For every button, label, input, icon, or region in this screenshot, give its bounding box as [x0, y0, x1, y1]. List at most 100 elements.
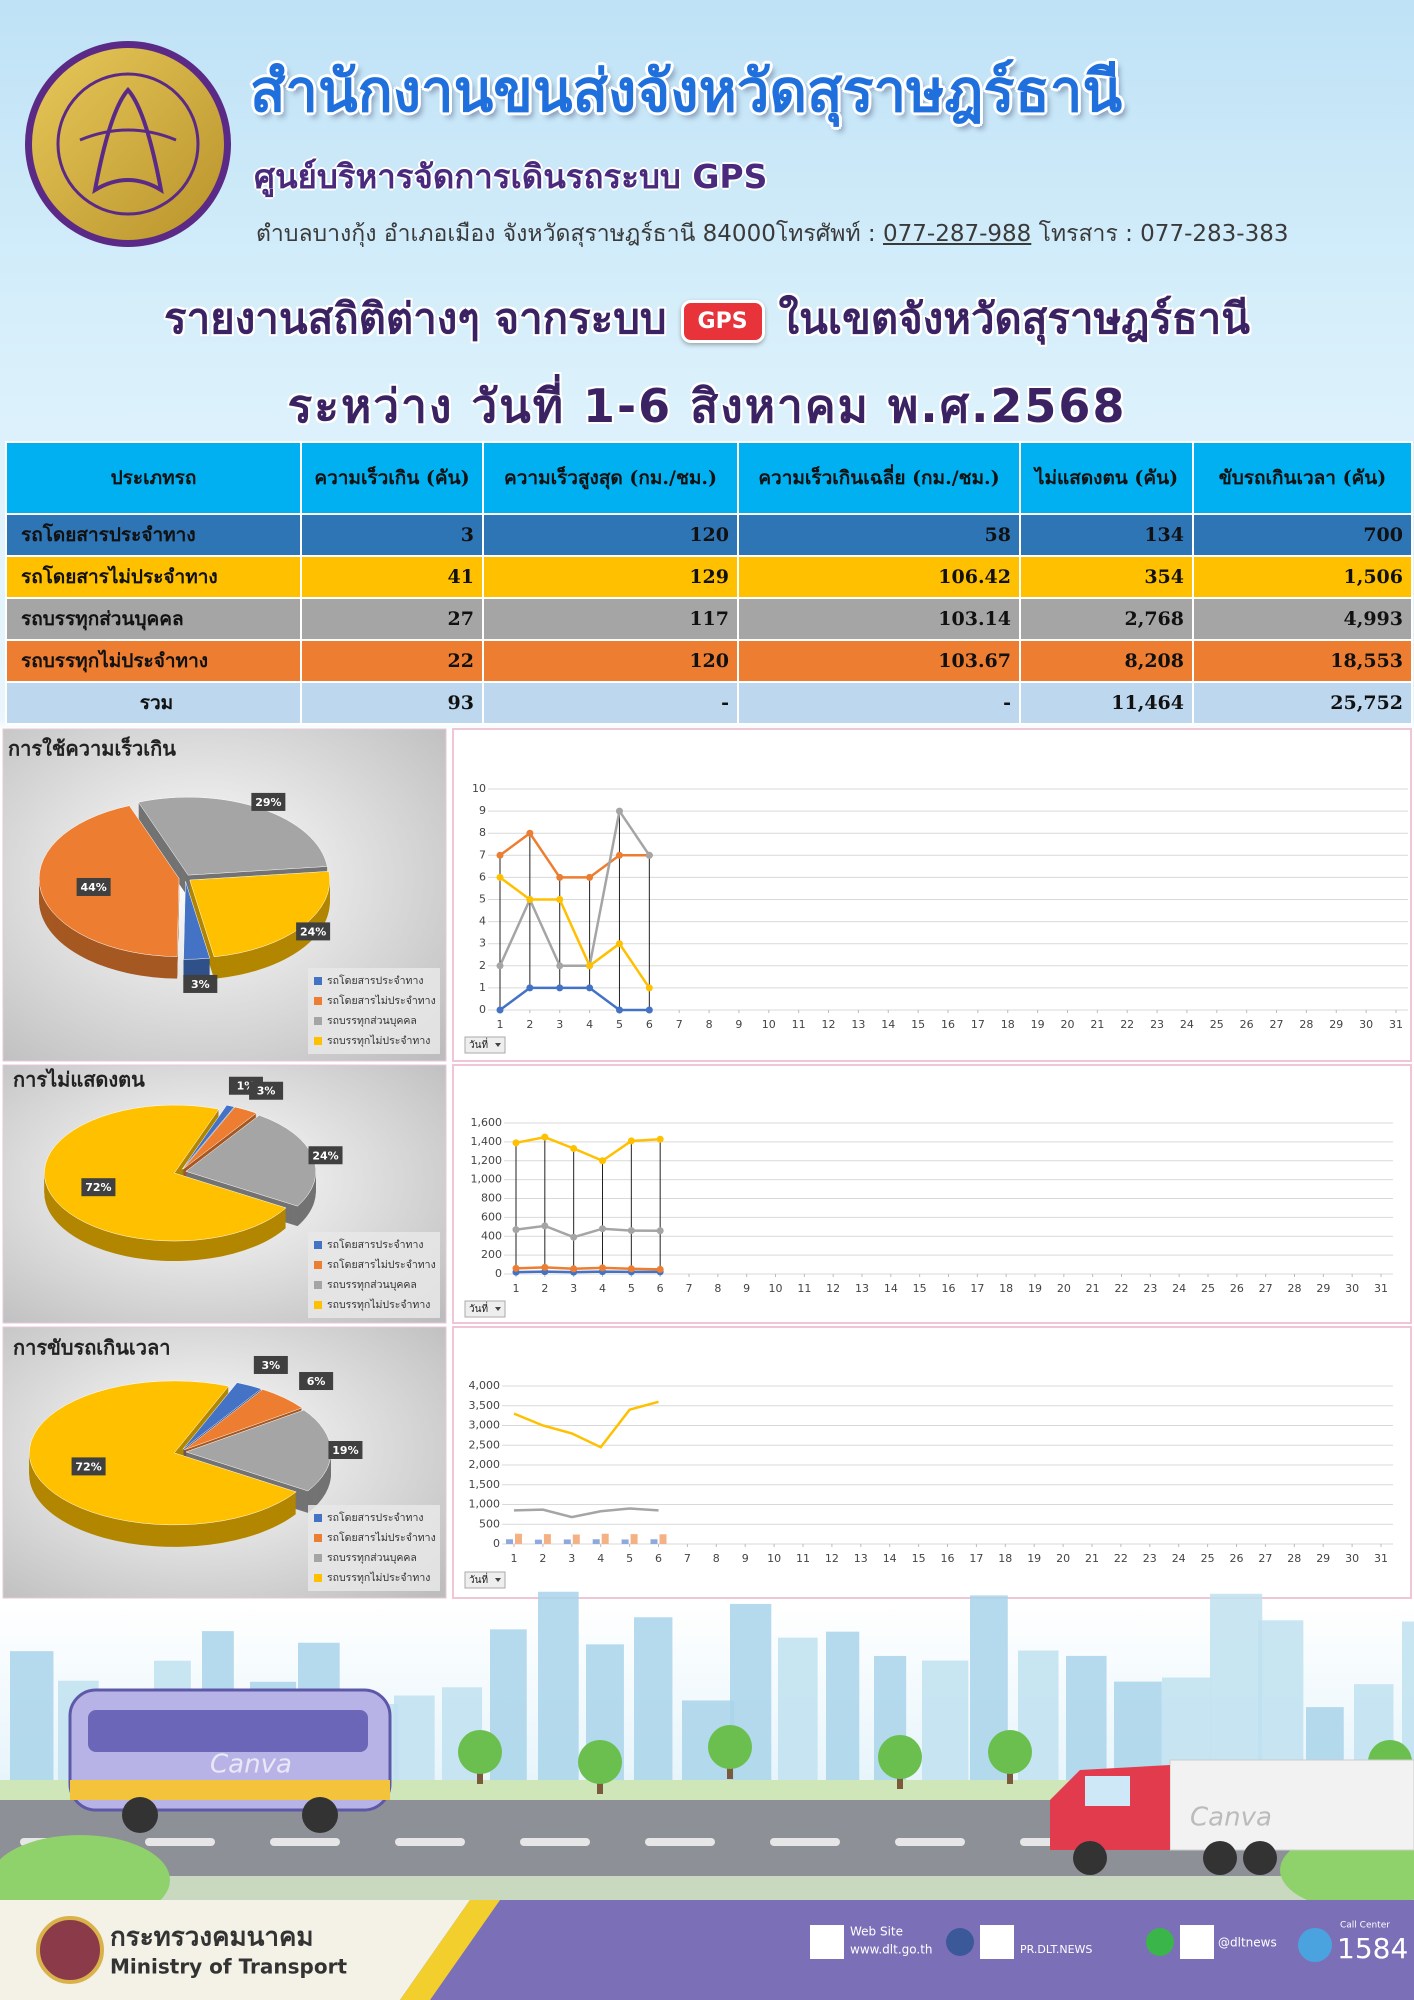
x-tick-label: 17: [970, 1282, 984, 1295]
x-tick-label: 31: [1374, 1282, 1388, 1295]
legend-swatch: [314, 1241, 322, 1249]
lane-dash: [145, 1838, 215, 1846]
legend-swatch: [314, 1534, 322, 1542]
legend-swatch: [314, 1037, 322, 1045]
table-cell: รวม: [5, 681, 302, 725]
x-tick-label: 6: [655, 1552, 662, 1565]
y-tick-label: 600: [481, 1210, 502, 1223]
table-cell: 4,993: [1192, 597, 1413, 641]
point: [586, 962, 594, 970]
lane-dash: [645, 1838, 715, 1846]
facebook-page[interactable]: PR.DLT.NEWS: [1020, 1943, 1092, 1956]
data-label: 24%: [300, 925, 326, 938]
x-tick-label: 5: [626, 1552, 633, 1565]
x-tick-label: 13: [854, 1552, 868, 1565]
x-tick-label: 8: [714, 1282, 721, 1295]
y-tick-label: 400: [481, 1229, 502, 1242]
label-box: [249, 1081, 284, 1100]
x-tick-label: 7: [684, 1552, 691, 1565]
point: [615, 851, 623, 859]
point: [599, 1225, 606, 1233]
filter-label[interactable]: วันที่: [469, 1572, 488, 1586]
logo-wings: [79, 128, 177, 142]
web-url[interactable]: www.dlt.go.th: [850, 1943, 933, 1957]
point: [627, 1137, 635, 1145]
y-tick-label: 800: [481, 1192, 502, 1205]
x-tick-label: 19: [1028, 1282, 1042, 1295]
filter-arrow[interactable]: [495, 1578, 501, 1582]
legend-swatch: [314, 997, 322, 1005]
qr-code: [1180, 1925, 1214, 1959]
building: [1066, 1655, 1107, 1780]
y-tick-label: 10: [472, 782, 486, 795]
table-row: รถโดยสารประจำทาง 3 120 58 134 700: [5, 513, 1413, 557]
filter-box[interactable]: [464, 1571, 506, 1589]
x-tick-label: 19: [1031, 1018, 1045, 1031]
ministry-en: Ministry of Transport: [110, 1955, 347, 1979]
x-tick-label: 9: [743, 1282, 750, 1295]
logo-disc: [32, 48, 224, 240]
filter-arrow[interactable]: [495, 1307, 501, 1311]
point: [615, 807, 623, 815]
x-tick-label: 28: [1299, 1018, 1313, 1031]
label-box: [299, 1372, 334, 1391]
filter-label[interactable]: วันที่: [469, 1301, 488, 1315]
y-tick-label: 0: [495, 1267, 502, 1280]
x-tick-label: 27: [1259, 1282, 1273, 1295]
x-tick-label: 8: [706, 1018, 713, 1031]
filter-button[interactable]: วันที่: [464, 1571, 506, 1589]
legend-swatch: [314, 1261, 322, 1269]
phone[interactable]: 077-287-988: [883, 221, 1032, 247]
y-tick-label: 7: [479, 848, 486, 861]
point: [586, 984, 594, 992]
table-cell: รถบรรทุกส่วนบุคคล: [5, 597, 302, 641]
legend-label: รถโดยสารไม่ประจำทาง: [327, 1531, 436, 1544]
x-tick-label: 11: [796, 1552, 810, 1565]
x-tick-label: 1: [511, 1552, 518, 1565]
filter-arrow[interactable]: [495, 1043, 501, 1047]
gps-badge: GPS: [680, 300, 765, 343]
filter-button[interactable]: วันที่: [464, 1300, 506, 1318]
x-tick-label: 5: [616, 1018, 623, 1031]
table-cell: 103.67: [737, 639, 1021, 683]
point: [496, 851, 504, 859]
x-tick-label: 21: [1086, 1282, 1100, 1295]
trailer: [1169, 1759, 1414, 1851]
x-tick-label: 28: [1287, 1552, 1301, 1565]
bar: [630, 1534, 638, 1544]
summary-table: ประเภทรถ ความเร็วเกิน (คัน) ความเร็วสูงสุด…: [5, 441, 1413, 725]
x-tick-label: 6: [657, 1282, 664, 1295]
x-tick-label: 2: [526, 1018, 533, 1031]
column-header: ความเร็วสูงสุด (กม./ชม.): [482, 441, 739, 515]
x-tick-label: 15: [912, 1552, 926, 1565]
wheel: [122, 1797, 158, 1833]
building: [10, 1651, 54, 1780]
data-label: 3%: [261, 1359, 280, 1372]
x-tick-label: 30: [1359, 1018, 1373, 1031]
pie-slice: [29, 1380, 297, 1526]
data-label: 6%: [307, 1375, 326, 1388]
data-label: 29%: [255, 796, 281, 809]
watermark: Canva: [210, 1750, 292, 1780]
wheel: [1243, 1841, 1277, 1875]
x-tick-label: 9: [742, 1552, 749, 1565]
point: [512, 1264, 520, 1272]
series-line: [499, 876, 651, 989]
y-tick-label: 4,000: [469, 1379, 501, 1392]
filter-button[interactable]: วันที่: [464, 1036, 506, 1054]
x-tick-label: 7: [676, 1018, 683, 1031]
filter-box[interactable]: [464, 1300, 506, 1318]
label-box: [308, 1146, 343, 1165]
filter-box[interactable]: [464, 1036, 506, 1054]
label-box: [76, 877, 111, 896]
legend-box: [308, 968, 440, 1054]
lane-dash: [770, 1838, 840, 1846]
x-tick-label: 3: [568, 1552, 575, 1565]
pie-slice: [183, 881, 211, 960]
bar: [592, 1539, 600, 1544]
x-tick-label: 30: [1345, 1552, 1359, 1565]
filter-label[interactable]: วันที่: [469, 1037, 488, 1051]
fax: โทรสาร : 077-283-383: [1038, 221, 1289, 247]
line-id[interactable]: @dltnews: [1218, 1936, 1277, 1950]
